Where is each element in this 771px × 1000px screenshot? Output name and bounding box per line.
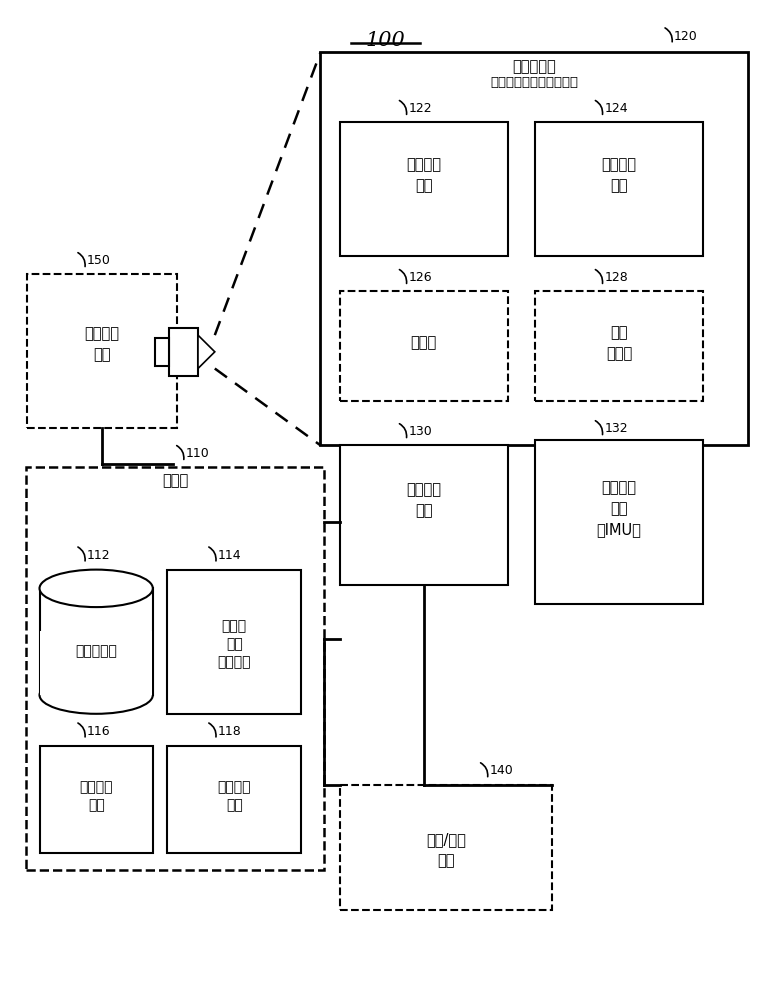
Text: 惯性测量
单元
（IMU）: 惯性测量 单元 （IMU）	[597, 480, 641, 537]
Ellipse shape	[39, 570, 153, 607]
Text: 116: 116	[87, 725, 110, 738]
Bar	[339, 122, 508, 256]
Bar	[339, 291, 508, 401]
Text: 眼睛跟踪
模块: 眼睛跟踪 模块	[217, 780, 251, 813]
Text: 114: 114	[218, 549, 241, 562]
Text: 定位器: 定位器	[411, 335, 437, 350]
Text: 150: 150	[87, 254, 111, 267]
Polygon shape	[198, 335, 215, 369]
Bar	[167, 746, 301, 853]
Bar	[535, 440, 703, 604]
Bar	[27, 274, 177, 428]
Text: 位置
传感器: 位置 传感器	[606, 325, 632, 361]
Text: 128: 128	[604, 271, 628, 284]
Bar	[167, 570, 301, 714]
Text: 外部成像
设备: 外部成像 设备	[84, 326, 120, 362]
Bar	[25, 467, 325, 870]
Bar	[339, 785, 552, 910]
Text: 130: 130	[409, 425, 433, 438]
Text: 140: 140	[490, 764, 513, 777]
Text: 显示光学
器件: 显示光学 器件	[601, 157, 637, 193]
Text: 126: 126	[409, 271, 432, 284]
Bar	[169, 328, 198, 376]
Ellipse shape	[39, 676, 153, 714]
Text: 应用储存器: 应用储存器	[76, 644, 117, 658]
Text: 控制台: 控制台	[162, 473, 188, 488]
Text: 118: 118	[218, 725, 241, 738]
Text: 124: 124	[604, 102, 628, 115]
Text: 120: 120	[674, 30, 698, 43]
Bar	[535, 291, 703, 401]
Bar	[39, 588, 153, 695]
Bar	[535, 122, 703, 256]
Bar	[39, 746, 153, 853]
Text: 122: 122	[409, 102, 432, 115]
Bar	[40, 631, 152, 695]
Text: 132: 132	[604, 422, 628, 435]
Bar	[155, 338, 169, 366]
Bar	[321, 52, 748, 445]
Text: 人工现实
引擎: 人工现实 引擎	[79, 780, 113, 813]
Text: 近眼显示器: 近眼显示器	[512, 59, 556, 74]
Text: 眼睛跟踪
单元: 眼睛跟踪 单元	[406, 482, 441, 518]
Text: 头戴式
装置
跟踪模块: 头戴式 装置 跟踪模块	[217, 619, 251, 670]
Text: 100: 100	[365, 31, 406, 50]
Bar	[339, 445, 508, 585]
Text: （例如，头戴式显示器）: （例如，头戴式显示器）	[490, 76, 578, 89]
Text: 112: 112	[87, 549, 110, 562]
Text: 输入/输出
接口: 输入/输出 接口	[426, 832, 466, 868]
Text: 110: 110	[186, 447, 210, 460]
Text: 显示电子
器件: 显示电子 器件	[406, 157, 441, 193]
